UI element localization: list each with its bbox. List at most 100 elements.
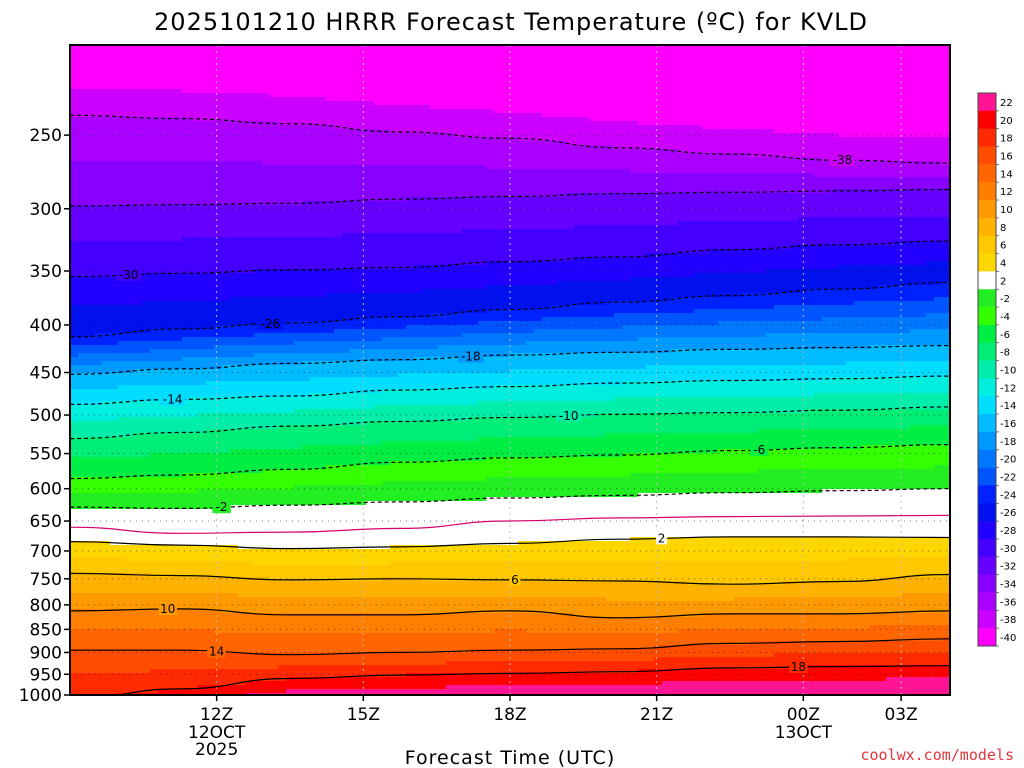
fill-cell <box>510 369 519 386</box>
fill-cell <box>214 577 223 594</box>
fill-cell <box>830 349 839 366</box>
colorbar-swatch <box>978 146 996 165</box>
fill-cell <box>278 413 287 426</box>
fill-cell <box>734 645 743 658</box>
fill-cell <box>790 681 799 695</box>
fill-cell <box>142 417 151 434</box>
fill-cell <box>374 105 383 130</box>
fill-cell <box>454 373 463 390</box>
fill-cell <box>542 649 551 662</box>
fill-cell <box>846 429 855 450</box>
fill-cell <box>934 345 943 362</box>
fill-cell <box>750 381 759 398</box>
fill-cell <box>550 341 559 354</box>
fill-cell <box>790 469 799 494</box>
fill-cell <box>534 401 543 418</box>
fill-cell <box>654 277 663 302</box>
fill-cell <box>334 597 343 614</box>
fill-cell <box>942 345 950 362</box>
fill-cell <box>262 613 271 634</box>
fill-cell <box>182 205 191 238</box>
fill-cell <box>766 293 775 310</box>
fill-cell <box>542 285 551 310</box>
colorbar-label: -38 <box>1000 615 1016 626</box>
fill-cell <box>846 217 855 246</box>
fill-cell <box>518 197 527 230</box>
fill-cell <box>294 613 303 634</box>
fill-cell <box>806 613 815 630</box>
fill-cell <box>606 301 615 318</box>
fill-cell <box>374 129 383 166</box>
fill-cell <box>110 629 119 650</box>
fill-cell <box>934 313 943 330</box>
fill-cell <box>678 349 687 366</box>
fill-cell <box>358 485 367 506</box>
fill-cell <box>894 345 903 362</box>
fill-cell <box>222 381 231 398</box>
fill-cell <box>166 341 175 350</box>
fill-cell <box>870 137 879 162</box>
fill-cell <box>838 189 847 218</box>
fill-cell <box>446 461 455 482</box>
fill-cell <box>894 445 903 470</box>
fill-cell <box>542 141 551 170</box>
fill-cell <box>694 309 703 326</box>
fill-cell <box>750 629 759 642</box>
fill-cell <box>350 361 359 378</box>
fill-cell <box>678 193 687 222</box>
fill-cell <box>798 365 807 382</box>
y-tick-label: 350 <box>30 262 62 282</box>
fill-cell <box>758 309 767 322</box>
source-link[interactable]: coolwx.com/models <box>860 746 1014 764</box>
fill-cell <box>510 649 519 662</box>
fill-cell <box>854 641 863 654</box>
fill-cell <box>862 217 871 246</box>
fill-cell <box>422 633 431 654</box>
fill-cell <box>742 397 751 414</box>
fill-cell <box>478 661 487 674</box>
fill-cell <box>310 505 319 550</box>
fill-cell <box>846 245 855 266</box>
fill-cell <box>102 593 111 610</box>
fill-cell <box>302 581 311 598</box>
fill-cell <box>766 597 775 614</box>
fill-cell <box>518 401 527 418</box>
fill-cell <box>366 465 375 486</box>
fill-cell <box>750 585 759 598</box>
fill-cell <box>374 341 383 350</box>
fill-cell <box>278 237 287 270</box>
fill-cell <box>878 301 887 318</box>
fill-cell <box>870 289 879 302</box>
fill-cell <box>750 473 759 494</box>
fill-cell <box>886 177 895 190</box>
fill-cell <box>126 361 135 374</box>
fill-cell <box>822 161 831 178</box>
fill-cell <box>142 161 151 206</box>
fill-cell <box>854 469 863 490</box>
fill-cell <box>526 285 535 310</box>
fill-cell <box>206 609 215 630</box>
fill-cell <box>710 585 719 602</box>
fill-cell <box>790 629 799 642</box>
fill-cell <box>246 273 255 298</box>
fill-cell <box>374 233 383 270</box>
fill-cell <box>750 129 759 158</box>
fill-cell <box>886 361 895 378</box>
fill-cell <box>70 509 79 542</box>
fill-cell <box>198 121 207 162</box>
isotherm-label: 18 <box>791 660 806 674</box>
fill-cell <box>230 685 239 695</box>
isotherm-line <box>70 240 950 278</box>
fill-cell <box>910 301 919 318</box>
fill-cell <box>934 677 943 695</box>
fill-cell <box>598 281 607 306</box>
fill-cell <box>270 269 279 298</box>
fill-cell <box>878 393 887 410</box>
fill-cell <box>110 205 119 242</box>
fill-cell <box>838 289 847 306</box>
fill-cell <box>814 597 823 614</box>
fill-cell <box>694 45 703 126</box>
fill-cell <box>254 353 263 366</box>
fill-cell <box>438 357 447 374</box>
fill-cell <box>798 157 807 174</box>
